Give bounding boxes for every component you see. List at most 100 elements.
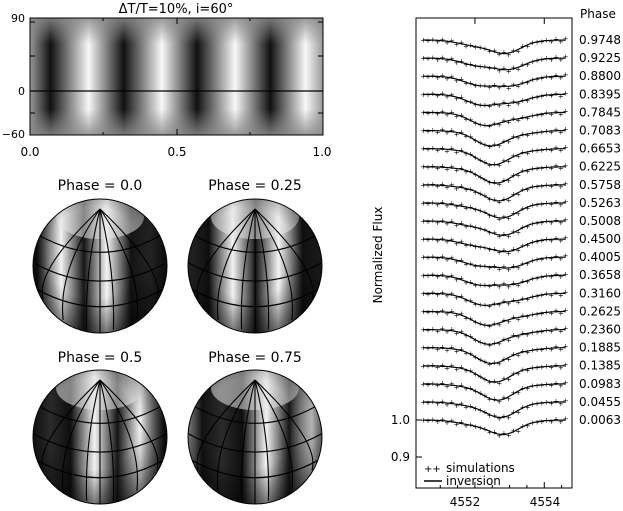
profile-sim-point: + [548, 346, 554, 354]
profile-sim-point: + [548, 364, 554, 372]
profiles-column-header: Phase [580, 7, 616, 21]
profile-sim-point: + [444, 165, 450, 173]
profile-sim-point: + [525, 366, 531, 374]
profile-sim-point: + [449, 163, 455, 171]
profile-sim-point: + [439, 361, 445, 369]
profile-sim-point: + [444, 220, 450, 228]
profile-sim-point: + [525, 205, 531, 213]
profile-sim-point: + [496, 340, 502, 348]
profile-sim-point: + [454, 329, 460, 337]
profile-inversion-line [422, 166, 566, 184]
profile-sim-point: + [458, 201, 464, 209]
profile-sim-point: + [496, 142, 502, 150]
profile-sim-point: + [548, 400, 554, 408]
profile-sim-point: + [449, 55, 455, 63]
profile-sim-point: + [563, 107, 569, 115]
profile-sim-point: + [458, 111, 464, 119]
profile-phase-label: 0.1385 [579, 359, 621, 373]
profile-sim-point: + [435, 128, 441, 136]
profile-sim-point: + [487, 196, 493, 204]
profile-sim-point: + [463, 186, 469, 194]
profile-sim-point: + [563, 126, 569, 134]
profile-inversion-line [422, 75, 566, 87]
profile-sim-point: + [425, 308, 431, 316]
profile-sim-point: + [539, 310, 545, 318]
profile-sim-point: + [473, 405, 479, 413]
profile-inversion-line [422, 129, 566, 147]
profile-sim-point: + [458, 419, 464, 427]
profile-sim-point: + [553, 54, 559, 62]
profile-sim-point: + [534, 293, 540, 301]
profile-sim-point: + [539, 38, 545, 46]
profile-sim-point: + [501, 117, 507, 125]
profile-sim-point: + [534, 147, 540, 155]
profile: +++++++++++++++++++++++++++++++ 0.5758 [420, 178, 621, 207]
profile-sim-point: + [563, 53, 569, 61]
profile-sim-point: + [454, 221, 460, 229]
profile-sim-point: + [553, 198, 559, 206]
profile-sim-point: + [435, 92, 441, 100]
sphere [187, 369, 323, 505]
profile-sim-point: + [458, 220, 464, 228]
profile-sim-point: + [525, 296, 531, 304]
profile-sim-point: + [463, 80, 469, 88]
profile-sim-point: + [548, 255, 554, 263]
profile-sim-point: + [558, 183, 564, 191]
profile-sim-point: + [496, 233, 502, 241]
profile-sim-point: + [539, 111, 545, 119]
profile-sim-point: + [435, 291, 441, 299]
profile-sim-point: + [463, 403, 469, 411]
profile-sim-point: + [463, 116, 469, 124]
profile-sim-point: + [558, 165, 564, 173]
profile-sim-point: + [496, 102, 502, 110]
profile-sim-point: + [563, 144, 569, 152]
profile-sim-point: + [435, 219, 441, 227]
profile-sim-point: + [473, 300, 479, 308]
profile: +++++++++++++++++++++++++++++++ 0.3658 [420, 268, 621, 291]
profile-sim-point: + [558, 56, 564, 64]
profile-sim-point: + [548, 418, 554, 426]
profile-sim-point: + [534, 238, 540, 246]
profile-sim-point: + [515, 389, 521, 397]
sphere [187, 198, 323, 334]
profile-sim-point: + [510, 332, 516, 340]
profile-sim-point: + [563, 343, 569, 351]
profile-sim-point: + [534, 219, 540, 227]
profile-sim-point: + [553, 361, 559, 369]
profile-sim-point: + [548, 183, 554, 191]
profile-sim-point: + [473, 281, 479, 289]
profile-sim-point: + [458, 310, 464, 318]
profile-sim-point: + [553, 126, 559, 134]
profile-sim-point: + [449, 181, 455, 189]
profile-sim-point: + [563, 252, 569, 260]
profile-sim-point: + [496, 301, 502, 309]
profile-sim-point: + [539, 328, 545, 336]
profile-sim-point: + [534, 129, 540, 137]
profile-phase-label: 0.0455 [579, 395, 621, 409]
map-ytick-label: 90 [11, 12, 25, 25]
profile-sim-point: + [425, 254, 431, 262]
profile-sim-point: + [506, 250, 512, 258]
profile-sim-point: + [510, 47, 516, 55]
profile-sim-point: + [463, 332, 469, 340]
profile-sim-point: + [435, 309, 441, 317]
profile-sim-point: + [496, 181, 502, 189]
profile-sim-point: + [458, 129, 464, 137]
profile-sim-point: + [463, 367, 469, 375]
profile-phase-label: 0.9748 [579, 33, 621, 47]
profile-sim-point: + [506, 414, 512, 422]
profile-sim-point: + [449, 145, 455, 153]
profile-sim-point: + [534, 346, 540, 354]
profile-sim-point: + [449, 127, 455, 135]
profile-inversion-line [422, 202, 566, 219]
profile-sim-point: + [439, 325, 445, 333]
profile-sim-point: + [534, 418, 540, 426]
profiles-panel: Phase Normalized Flux ++++++++++++++++++… [371, 7, 621, 509]
profile-sim-point: + [525, 278, 531, 286]
profile-sim-point: + [454, 41, 460, 49]
profile-sim-point: + [435, 74, 441, 82]
profile-sim-point: + [525, 403, 531, 411]
profile: +++++++++++++++++++++++++++++++ 0.0063 [420, 413, 621, 440]
profile-sim-point: + [539, 201, 545, 209]
profile-sim-point: + [449, 73, 455, 81]
